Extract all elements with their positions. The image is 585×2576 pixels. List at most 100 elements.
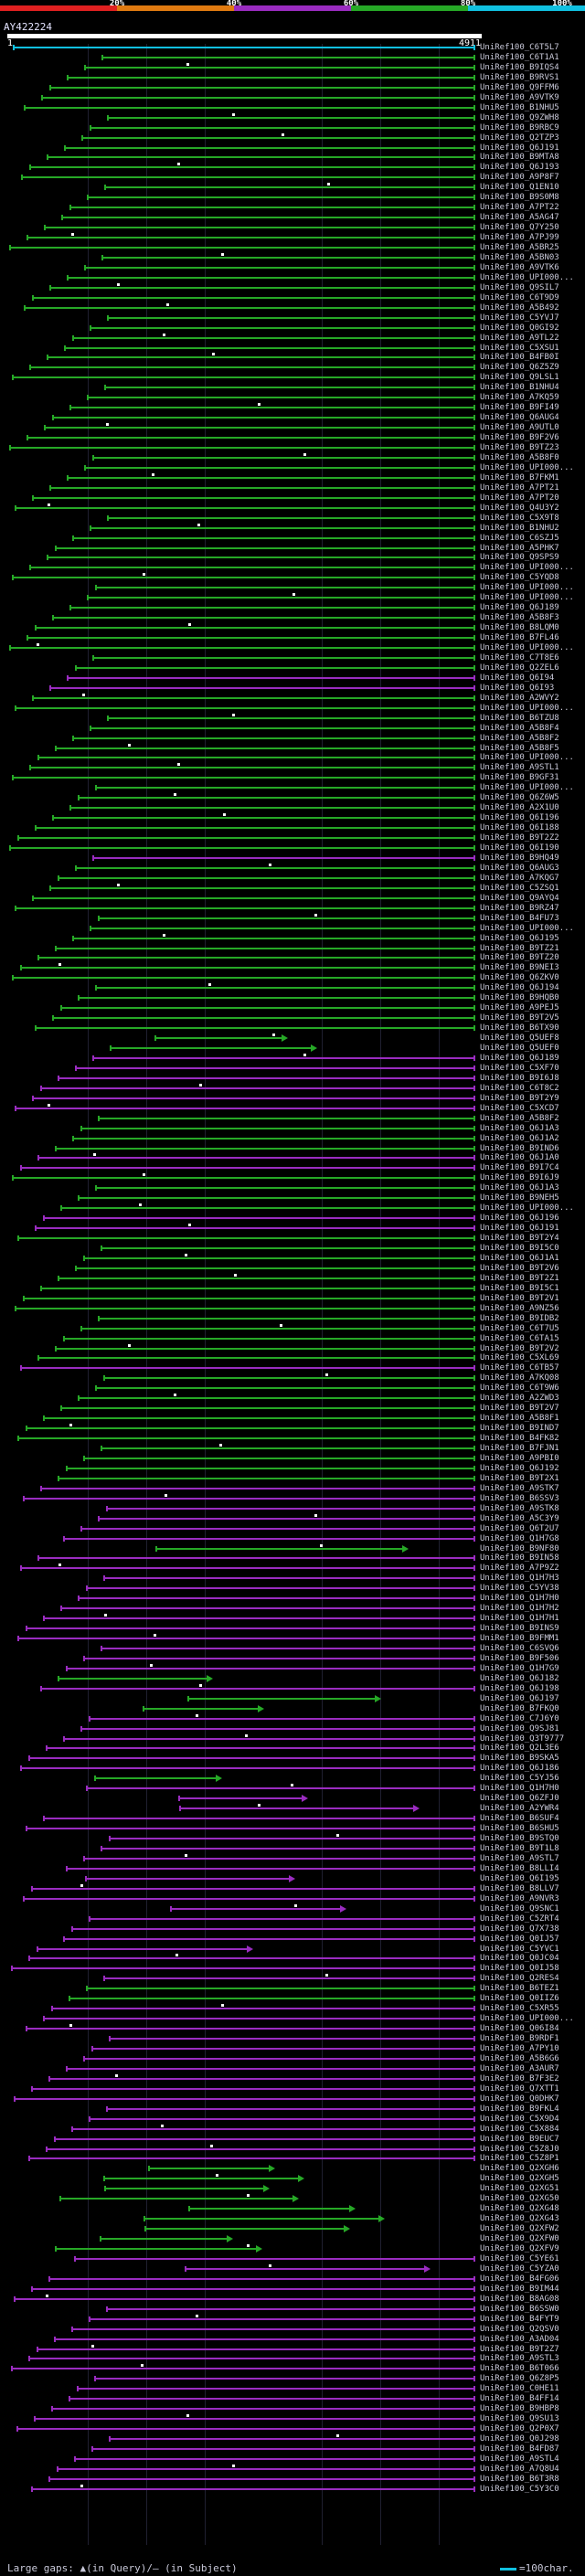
hit-id-label[interactable]: UniRef100_A7PT22 [480,203,559,212]
hit-id-label[interactable]: UniRef100_B9S0M8 [480,193,559,202]
hit-id-label[interactable]: UniRef100_Q6J194 [480,983,559,992]
hit-id-label[interactable]: UniRef100_B7FKM1 [480,473,559,482]
hit-bar[interactable] [48,2478,474,2480]
hit-bar[interactable] [15,507,474,509]
hit-bar[interactable] [43,1217,474,1219]
hit-id-label[interactable]: UniRef100_A9PBI0 [480,1454,559,1463]
hit-bar[interactable] [72,337,474,339]
hit-id-label[interactable]: UniRef100_UPI000... [480,753,574,762]
hit-bar[interactable] [20,1767,474,1769]
hit-bar[interactable] [154,1037,282,1039]
hit-id-label[interactable]: UniRef100_Q2XGH5 [480,2174,559,2183]
hit-id-label[interactable]: UniRef100_Q2XFV9 [480,2244,559,2253]
hit-id-label[interactable]: UniRef100_B9F506 [480,1654,559,1663]
hit-bar[interactable] [44,227,474,228]
hit-bar[interactable] [23,1498,474,1500]
hit-bar[interactable] [17,837,474,839]
hit-id-label[interactable]: UniRef100_B9FI49 [480,403,559,412]
hit-bar[interactable] [92,1057,474,1059]
hit-bar[interactable] [55,948,474,949]
hit-bar[interactable] [48,2078,474,2080]
hit-bar[interactable] [15,707,474,709]
hit-bar[interactable] [83,2058,474,2060]
hit-bar[interactable] [58,1478,474,1479]
hit-bar[interactable] [54,2338,474,2340]
hit-bar[interactable] [101,1447,474,1449]
hit-bar[interactable] [148,2168,269,2169]
hit-id-label[interactable]: UniRef100_Q1H7G9 [480,1664,559,1673]
hit-id-label[interactable]: UniRef100_Q6J1A1 [480,1254,559,1263]
hit-id-label[interactable]: UniRef100_Q7XTT1 [480,2084,559,2094]
hit-bar[interactable] [12,1177,474,1179]
hit-bar[interactable] [67,677,474,679]
hit-bar[interactable] [26,1427,474,1429]
hit-id-label[interactable]: UniRef100_A5B8F2 [480,734,559,743]
hit-bar[interactable] [49,287,474,289]
hit-bar[interactable] [107,517,474,519]
hit-id-label[interactable]: UniRef100_A5B8F5 [480,744,559,753]
hit-bar[interactable] [103,1977,474,1979]
hit-id-label[interactable]: UniRef100_B9FMM1 [480,1634,559,1643]
hit-bar[interactable] [49,87,474,89]
hit-bar[interactable] [49,887,474,889]
hit-id-label[interactable]: UniRef100_Q6I195 [480,1874,559,1883]
hit-id-label[interactable]: UniRef100_C5XL69 [480,1353,559,1362]
hit-bar[interactable] [83,1858,474,1860]
hit-id-label[interactable]: UniRef100_C5YZA0 [480,2264,559,2274]
hit-bar[interactable] [106,1508,474,1510]
hit-id-label[interactable]: UniRef100_B9HBP8 [480,2404,559,2413]
hit-bar[interactable] [23,1298,474,1299]
hit-bar[interactable] [15,1308,474,1309]
hit-bar[interactable] [13,47,474,48]
hit-id-label[interactable]: UniRef100_A7KQG7 [480,874,559,883]
hit-id-label[interactable]: UniRef100_C5YV38 [480,1584,559,1593]
hit-bar[interactable] [63,1538,474,1540]
hit-bar[interactable] [55,2248,256,2250]
hit-id-label[interactable]: UniRef100_Q6J191 [480,1224,559,1233]
hit-id-label[interactable]: UniRef100_Q9SU13 [480,2414,559,2423]
hit-id-label[interactable]: UniRef100_Q1H7H1 [480,1614,559,1623]
hit-id-label[interactable]: UniRef100_B9T2Z7 [480,2345,559,2354]
hit-bar[interactable] [188,2208,349,2210]
hit-bar[interactable] [109,2038,474,2040]
hit-id-label[interactable]: UniRef100_B9T2V1 [480,1294,559,1303]
hit-id-label[interactable]: UniRef100_B9MTA8 [480,153,559,162]
hit-bar[interactable] [90,527,474,529]
hit-bar[interactable] [69,1998,474,1999]
hit-id-label[interactable]: UniRef100_Q5UEF8 [480,1034,559,1043]
hit-id-label[interactable]: UniRef100_C5ZRT4 [480,1914,559,1924]
hit-bar[interactable] [67,477,474,479]
hit-bar[interactable] [14,2298,474,2300]
hit-bar[interactable] [20,1167,474,1169]
hit-bar[interactable] [90,727,474,729]
hit-id-label[interactable]: UniRef100_A5AG47 [480,213,559,222]
hit-id-label[interactable]: UniRef100_B9IDB2 [480,1314,559,1323]
hit-bar[interactable] [17,1437,474,1439]
hit-id-label[interactable]: UniRef100_C5XSU1 [480,344,559,353]
hit-bar[interactable] [17,1237,474,1239]
hit-bar[interactable] [47,557,474,558]
hit-bar[interactable] [11,1967,474,1969]
hit-bar[interactable] [40,1288,474,1289]
hit-bar[interactable] [31,2488,474,2490]
hit-bar[interactable] [12,376,474,378]
hit-bar[interactable] [20,1567,474,1569]
hit-id-label[interactable]: UniRef100_Q2XG50 [480,2194,559,2203]
hit-bar[interactable] [29,767,474,769]
hit-bar[interactable] [90,928,474,929]
hit-bar[interactable] [24,307,474,309]
hit-id-label[interactable]: UniRef100_UPI000... [480,563,574,572]
hit-bar[interactable] [80,1128,474,1129]
hit-bar[interactable] [98,1318,474,1320]
hit-bar[interactable] [144,2218,378,2220]
hit-bar[interactable] [89,1718,474,1720]
hit-bar[interactable] [74,2458,474,2460]
hit-id-label[interactable]: UniRef100_B9GF31 [480,773,559,782]
hit-id-label[interactable]: UniRef100_A7PJ99 [480,233,559,242]
hit-bar[interactable] [66,1668,474,1670]
hit-id-label[interactable]: UniRef100_Q6J1A3 [480,1183,559,1193]
hit-id-label[interactable]: UniRef100_Q6J189 [480,603,559,612]
hit-id-label[interactable]: UniRef100_C7J6Y0 [480,1714,559,1723]
hit-bar[interactable] [63,1338,474,1340]
hit-bar[interactable] [72,537,474,539]
